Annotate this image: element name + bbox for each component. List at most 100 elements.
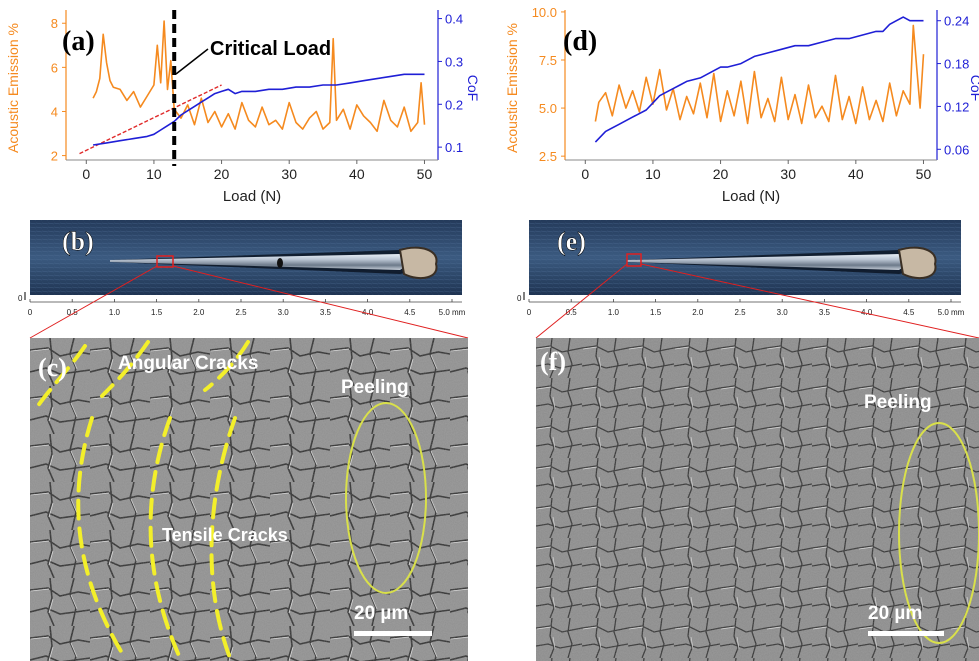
left-tick-label: 2: [51, 149, 58, 164]
cof-fit-line: [79, 84, 222, 155]
x-tick-label: 0: [581, 166, 589, 182]
right-tick-label: 0.12: [944, 99, 969, 114]
chart-a-series: [92, 20, 426, 146]
ruler-tick-label: 4.0: [362, 308, 374, 317]
chart-a-ylabel-left: Acoustic Emission %: [5, 23, 21, 153]
x-tick-label: 50: [417, 166, 433, 182]
chart-d-x-ticks: 0 10 20 30 40 50: [581, 160, 931, 182]
left-tick-label: 2.5: [539, 149, 557, 164]
angular-crack-guides: [33, 340, 250, 412]
sem-image-f: Peeling (f) 20 µm: [536, 338, 979, 661]
track-e-end-cap: [897, 246, 937, 280]
x-tick-label: 40: [848, 166, 864, 182]
track-e-groove: [627, 254, 911, 270]
chart-d-series: [594, 16, 925, 143]
scratch-track-b: 0 0 0.5 1.0 1.5 2.0 2.5 3.0 3.5 4.0 4.5 5.0 mm (b): [18, 220, 466, 317]
ruler-tick-label: 3.0: [777, 308, 789, 317]
ruler-tick-label: 0: [527, 308, 532, 317]
x-tick-label: 50: [916, 166, 932, 182]
left-tick-label: 10.0: [532, 5, 557, 20]
right-tick-label: 0.2: [445, 97, 463, 112]
scale-label-f: 20 µm: [868, 603, 922, 624]
right-tick-label: 0.4: [445, 12, 463, 27]
peeling-ellipse-c: [345, 402, 427, 594]
x-tick-label: 30: [281, 166, 297, 182]
chart-d: 2.5 5.0 7.5 10.0 0.06 0.12 0.18 0.24 0 10 20 30 40…: [499, 0, 979, 210]
track-b-zoom-box: [156, 255, 174, 268]
x-tick-label: 10: [645, 166, 661, 182]
left-tick-label: 7.5: [539, 53, 557, 68]
track-e-zoom-box: [626, 253, 642, 267]
cof-line: [594, 16, 924, 143]
scale-bar-c: [354, 631, 432, 636]
chart-d-ylabel-left: Acoustic Emission %: [504, 23, 520, 153]
tensile-cracks-label: Tensile Cracks: [162, 525, 288, 545]
scratch-track-e: 0 0 0.5 1.0 1.5 2.0 2.5 3.0 3.5 4.0 4.5 5.0 mm (e): [517, 220, 965, 317]
ruler-tick-label: 0.5: [566, 308, 578, 317]
ruler-tick-label: 0: [28, 308, 33, 317]
chart-a-ylabel-right: CoF: [465, 75, 480, 101]
scale-ruler-b: 0 0 0.5 1.0 1.5 2.0 2.5 3.0 3.5 4.0 4.5 5.0 mm: [18, 292, 466, 317]
scale-ruler-e: 0 0 0.5 1.0 1.5 2.0 2.5 3.0 3.5 4.0 4.5 5.0 mm: [517, 292, 965, 317]
x-tick-label: 0: [82, 166, 90, 182]
ruler-tick-label: 1.5: [650, 308, 662, 317]
x-tick-label: 40: [349, 166, 365, 182]
ruler-tick-label: 1.5: [151, 308, 163, 317]
right-tick-label: 0.18: [944, 57, 969, 72]
chart-d-frame: [564, 10, 938, 161]
acoustic-emission-line: [594, 24, 925, 125]
chart-d-right-ticks: 0.06 0.12 0.18 0.24: [937, 14, 969, 157]
chart-a-frame: [65, 10, 439, 161]
x-tick-label: 20: [713, 166, 729, 182]
panel-b-label: (b): [62, 227, 94, 256]
zoom-connectors: [29, 263, 979, 339]
peeling-label-f: Peeling: [864, 392, 932, 413]
ruler-tick-label: 4.5: [903, 308, 915, 317]
right-tick-label: 0.1: [445, 140, 463, 155]
left-tick-label: 5.0: [539, 101, 557, 116]
track-b-end-cap: [398, 246, 438, 280]
chart-a-xlabel: Load (N): [223, 188, 281, 205]
panel-e-label: (e): [557, 227, 586, 256]
left-tick-label: 4: [51, 104, 58, 119]
peeling-ellipse-f: [898, 422, 979, 644]
ruler-tick-label: 0.5: [67, 308, 79, 317]
chart-a: 2 4 6 8 0.1 0.2 0.3 0.4 0 10 20 30 40 50 Acoustic E…: [0, 0, 480, 210]
critical-load-label: Critical Load: [210, 38, 331, 60]
ruler-tick-label: 2.0: [692, 308, 704, 317]
chart-d-xlabel: Load (N): [722, 188, 780, 205]
sem-image-c: Peeling Angular Cracks Tensile Cracks (c…: [30, 338, 468, 661]
critical-load-pointer: [175, 48, 209, 75]
ruler-tick-label: 3.5: [320, 308, 332, 317]
ruler-b-zero: 0: [18, 294, 23, 303]
right-tick-label: 0.3: [445, 54, 463, 69]
chart-a-x-ticks: 0 10 20 30 40 50: [82, 160, 432, 182]
x-tick-label: 20: [214, 166, 230, 182]
ruler-tick-label: 5.0 mm: [439, 308, 466, 317]
ruler-tick-label: 2.5: [235, 308, 247, 317]
ruler-tick-label: 3.5: [819, 308, 831, 317]
cof-line: [92, 73, 425, 146]
right-tick-label: 0.24: [944, 14, 969, 29]
ruler-tick-label: 4.0: [861, 308, 873, 317]
ruler-tick-label: 2.0: [193, 308, 205, 317]
ruler-tick-label: 2.5: [734, 308, 746, 317]
chart-a-fit-line: [79, 84, 222, 155]
chart-d-left-ticks: 2.5 5.0 7.5 10.0: [532, 5, 565, 164]
right-tick-label: 0.06: [944, 142, 969, 157]
scale-label-c: 20 µm: [354, 603, 408, 624]
tensile-crack-guides: [76, 416, 237, 660]
ruler-tick-label: 1.0: [109, 308, 121, 317]
ruler-tick-label: 3.0: [278, 308, 290, 317]
ruler-tick-label: 4.5: [404, 308, 416, 317]
angular-cracks-label: Angular Cracks: [118, 353, 258, 374]
track-b-groove: [110, 254, 412, 270]
acoustic-emission-line: [92, 20, 426, 133]
left-tick-label: 6: [51, 60, 58, 75]
peeling-label-c: Peeling: [341, 377, 409, 398]
ruler-e-zero: 0: [517, 294, 522, 303]
panel-c-label: (c): [38, 353, 67, 382]
chart-d-ylabel-right: CoF: [968, 75, 979, 101]
x-tick-label: 10: [146, 166, 162, 182]
chart-a-right-ticks: 0.1 0.2 0.3 0.4: [438, 12, 463, 155]
